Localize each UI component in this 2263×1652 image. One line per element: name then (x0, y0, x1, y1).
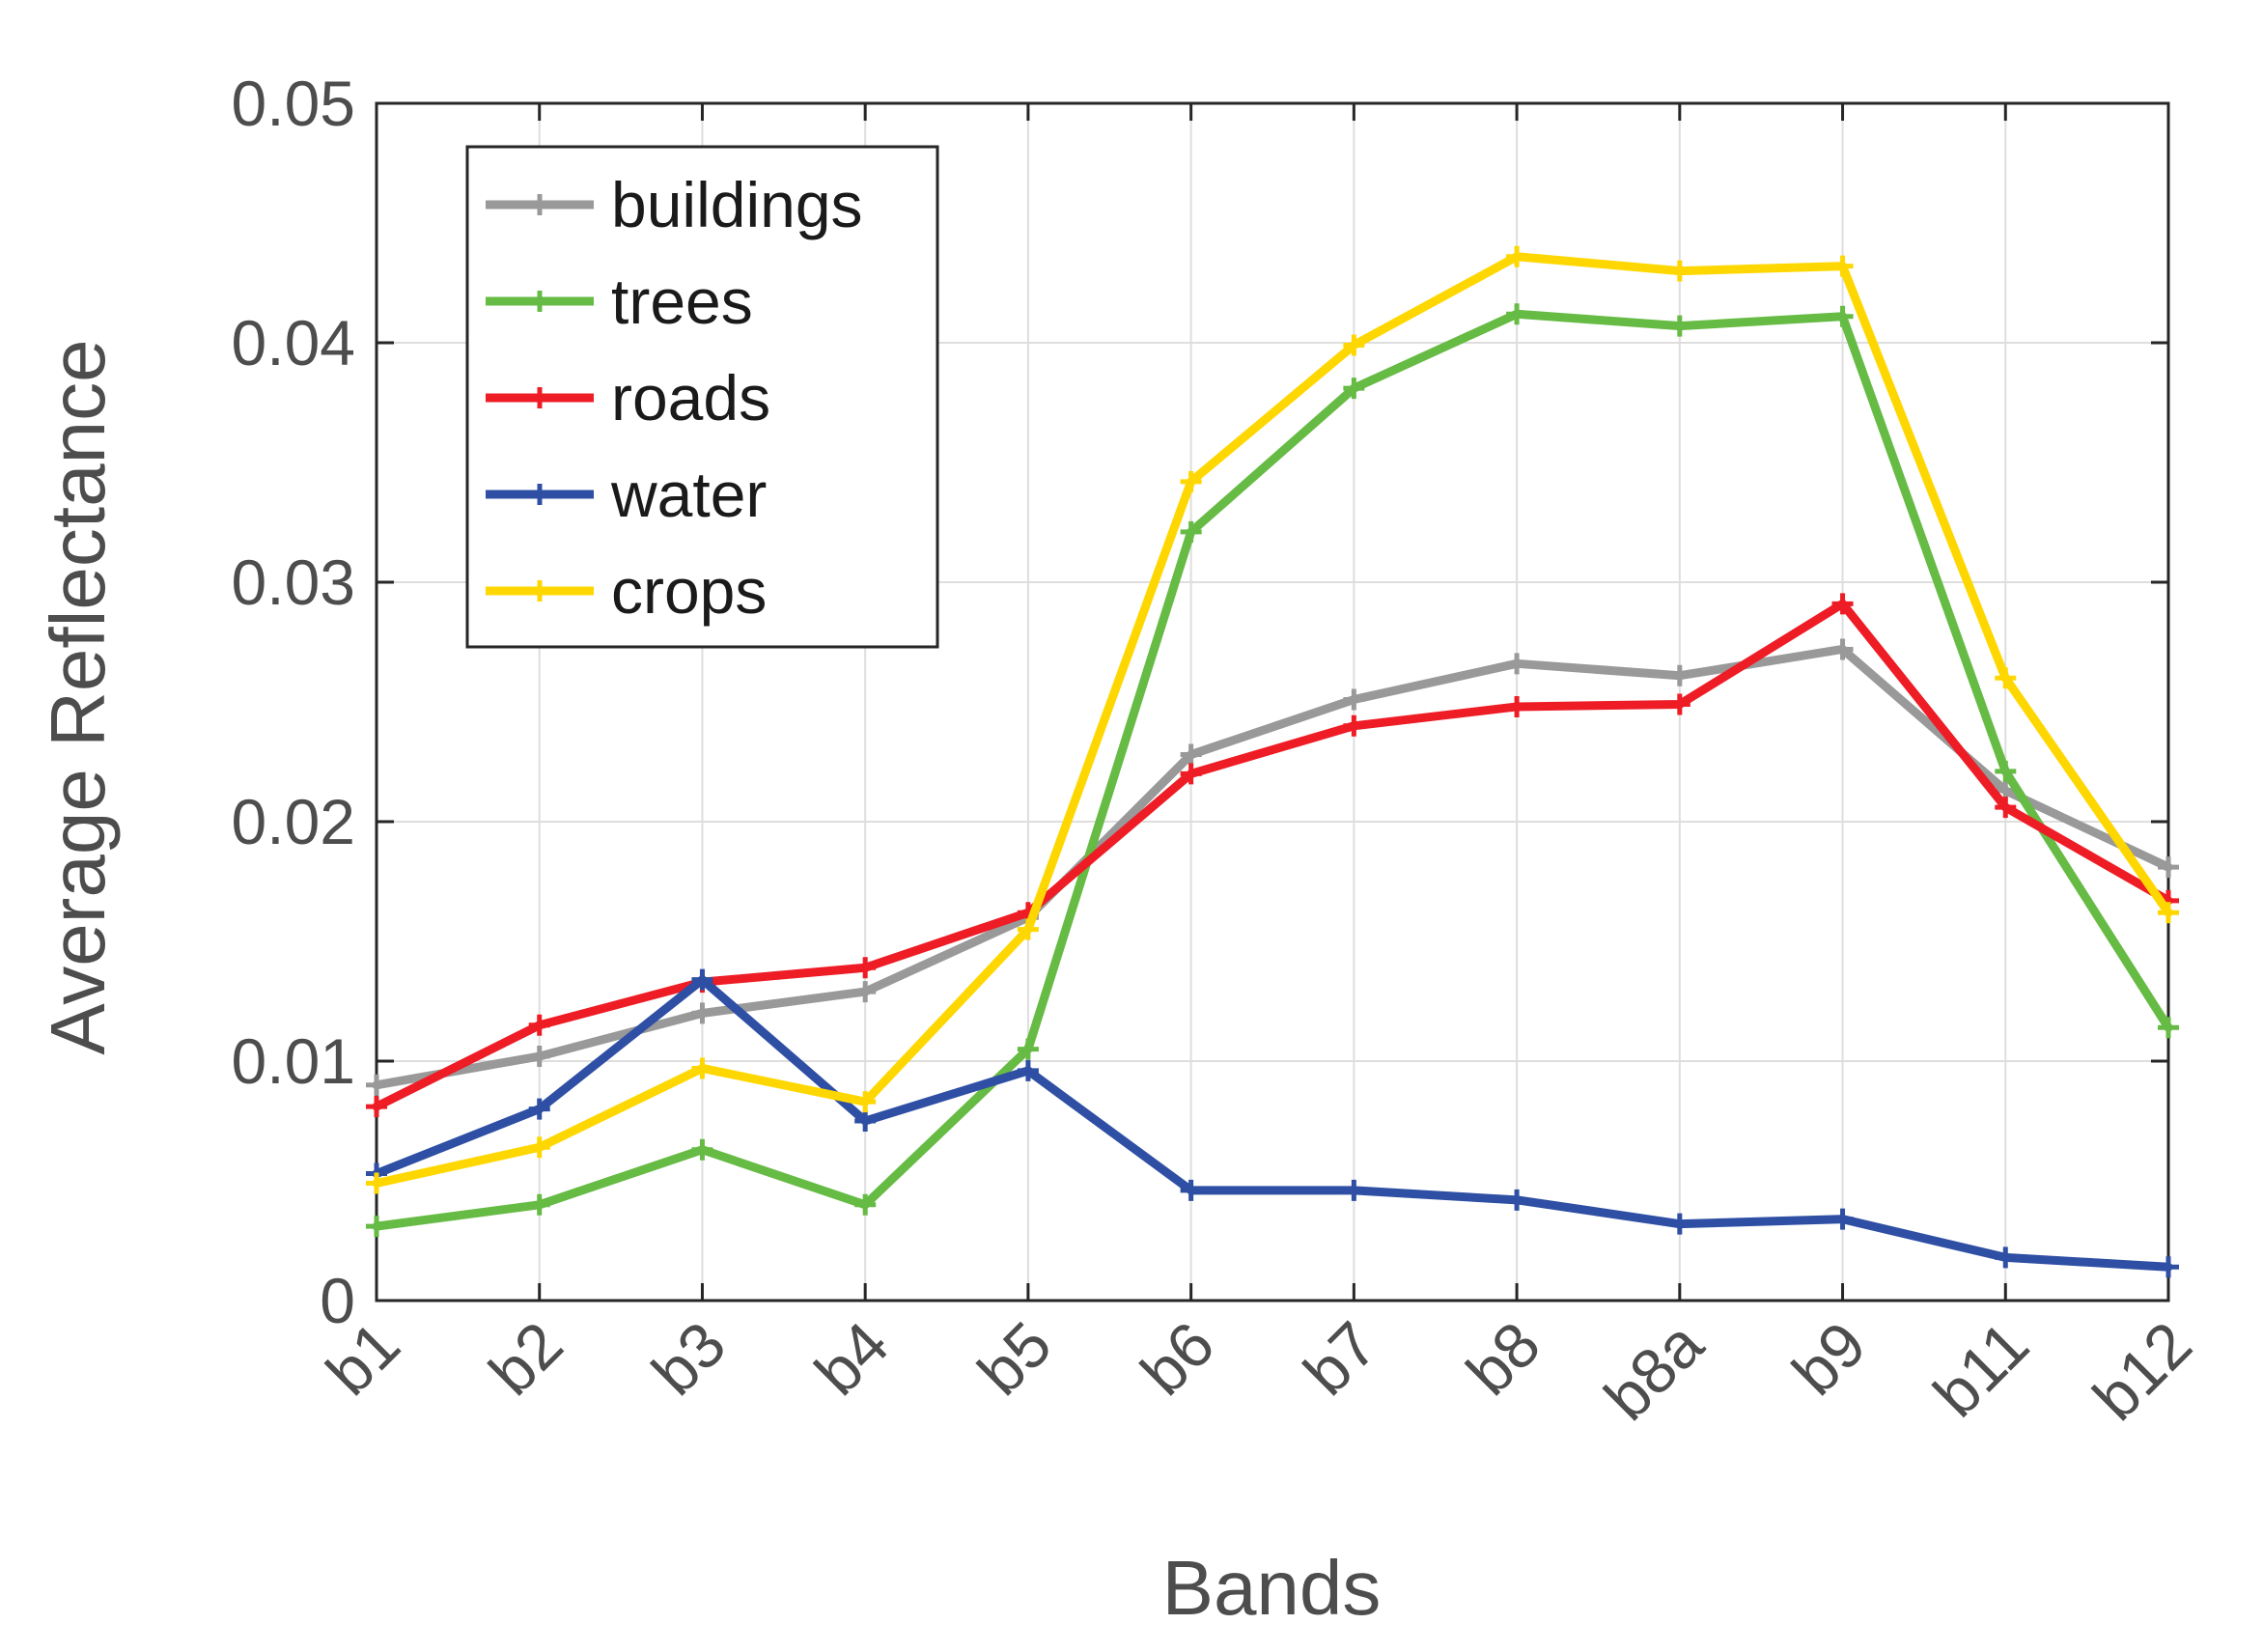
data-point-buildings (854, 981, 877, 1003)
data-point-trees (1668, 315, 1690, 337)
data-point-trees (854, 1193, 877, 1216)
legend-label-roads: roads (611, 362, 770, 434)
legend-marker-crops (529, 580, 550, 602)
data-point-buildings (691, 1002, 713, 1024)
data-point-crops (854, 1091, 877, 1113)
data-point-roads (528, 1014, 550, 1036)
data-point-trees (366, 1216, 387, 1238)
series-line-crops (372, 252, 2173, 1188)
data-point-buildings (366, 1074, 387, 1096)
data-point-crops (1995, 667, 2017, 689)
data-point-crops (2158, 902, 2179, 924)
data-point-crops (528, 1136, 550, 1159)
y-tick-label: 0.02 (232, 786, 355, 857)
y-tick-label: 0.01 (232, 1025, 355, 1097)
y-tick-label: 0.05 (232, 68, 355, 139)
data-point-crops (1668, 260, 1690, 282)
series-line-water (372, 975, 2173, 1272)
y-tick-label: 0.03 (232, 546, 355, 618)
legend-marker-roads (529, 387, 550, 408)
data-point-crops (1343, 334, 1365, 356)
data-point-water (1506, 1189, 1528, 1211)
series-line-trees (372, 309, 2173, 1231)
legend-marker-water (529, 484, 550, 505)
data-point-crops (366, 1172, 387, 1194)
data-point-water (1180, 1179, 1202, 1201)
legend-label-buildings: buildings (611, 169, 863, 240)
data-point-roads (854, 957, 877, 979)
y-tick-label: 0.04 (232, 307, 355, 378)
data-point-roads (1506, 695, 1528, 717)
y-tick-label: 0 (320, 1265, 355, 1336)
data-point-buildings (1180, 743, 1202, 766)
legend-label-water: water (610, 459, 767, 530)
plot-frame (375, 101, 2170, 1302)
data-point-roads (366, 1096, 387, 1118)
legend-marker-trees (529, 291, 550, 312)
legend-label-crops: crops (611, 555, 767, 627)
data-point-trees (691, 1138, 713, 1161)
data-point-trees (1180, 520, 1202, 543)
data-point-buildings (1506, 653, 1528, 675)
data-point-water (1668, 1213, 1690, 1235)
series-line-roads (372, 599, 2173, 1111)
x-axis-label: Bands (1162, 1545, 1382, 1631)
data-point-buildings (1343, 688, 1365, 711)
data-point-crops (1180, 470, 1202, 492)
data-point-trees (1831, 305, 1854, 327)
data-point-water (1343, 1179, 1365, 1201)
data-point-buildings (1668, 664, 1690, 686)
data-point-water (1995, 1246, 2017, 1269)
data-point-roads (1668, 693, 1690, 715)
series-group (366, 245, 2179, 1278)
legend-label-trees: trees (611, 266, 753, 337)
data-point-buildings (528, 1046, 550, 1068)
y-axis-label: Average Reflectance (35, 339, 121, 1054)
data-point-trees (1995, 760, 2017, 782)
data-point-buildings (2158, 856, 2179, 879)
data-point-roads (1180, 763, 1202, 785)
data-point-crops (1831, 255, 1854, 277)
data-point-water (1831, 1208, 1854, 1230)
legend: buildings trees roads water crops (465, 145, 939, 649)
data-point-trees (528, 1193, 550, 1216)
data-point-crops (1017, 918, 1039, 940)
data-point-buildings (1831, 638, 1854, 660)
data-point-water (528, 1098, 550, 1120)
data-point-water (1017, 1059, 1039, 1081)
data-point-trees (1343, 378, 1365, 400)
data-point-trees (1017, 1038, 1039, 1060)
data-point-roads (1995, 797, 2017, 819)
data-point-water (2158, 1256, 2179, 1278)
data-point-crops (691, 1057, 713, 1079)
legend-marker-buildings (529, 194, 550, 215)
series-line-buildings (372, 644, 2173, 1090)
data-point-roads (1831, 593, 1854, 615)
data-point-crops (1506, 245, 1528, 267)
data-point-water (691, 968, 713, 991)
data-point-water (854, 1110, 877, 1132)
data-point-roads (1343, 714, 1365, 737)
data-point-trees (1506, 303, 1528, 325)
data-point-trees (2158, 1017, 2179, 1039)
